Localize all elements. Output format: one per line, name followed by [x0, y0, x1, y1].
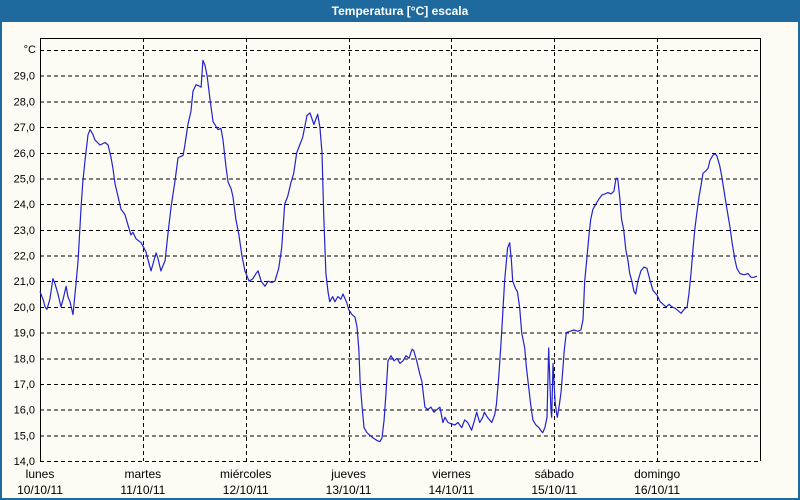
plot-border — [40, 38, 761, 461]
x-date-label: 12/10/11 — [223, 483, 269, 497]
x-day-label: martes — [125, 467, 162, 481]
y-tick-label: 18,0 — [14, 353, 35, 365]
x-date-label: 15/10/11 — [531, 483, 577, 497]
x-day-label: jueves — [330, 467, 366, 481]
y-tick-label: 20,0 — [14, 302, 35, 314]
x-day-label: sábado — [535, 467, 575, 481]
x-day-label: domingo — [634, 467, 680, 481]
y-tick-label: 29,0 — [14, 71, 35, 83]
y-tick-label: 19,0 — [14, 328, 35, 340]
y-tick-label: 21,0 — [14, 276, 35, 288]
window-title: Temperatura [°C] escala — [331, 4, 469, 18]
temperature-line — [39, 59, 758, 443]
x-date-label: 10/10/11 — [17, 483, 63, 497]
y-tick-label: 25,0 — [14, 173, 35, 185]
y-tick-label: 24,0 — [14, 199, 35, 211]
x-day-label: miércoles — [220, 467, 271, 481]
y-tick-label: 16,0 — [14, 405, 35, 417]
y-tick-label: 14,0 — [14, 456, 35, 468]
y-tick-label: 15,0 — [14, 430, 35, 442]
y-tick-label: 23,0 — [14, 225, 35, 237]
x-date-label: 13/10/11 — [326, 483, 372, 497]
y-tick-label: 28,0 — [14, 96, 35, 108]
x-date-label: 11/10/11 — [120, 483, 165, 497]
window-title-bar: Temperatura [°C] escala — [0, 0, 800, 22]
x-day-label: lunes — [26, 467, 55, 481]
x-day-label: viernes — [432, 467, 471, 481]
y-tick-label: 17,0 — [14, 379, 35, 391]
x-date-label: 14/10/11 — [429, 483, 475, 497]
y-tick-label: 27,0 — [14, 122, 35, 134]
y-tick-label: 22,0 — [14, 251, 35, 263]
y-tick-label: 26,0 — [14, 148, 35, 160]
y-axis-unit-label: °C — [24, 44, 36, 56]
x-date-label: 16/10/11 — [634, 483, 680, 497]
